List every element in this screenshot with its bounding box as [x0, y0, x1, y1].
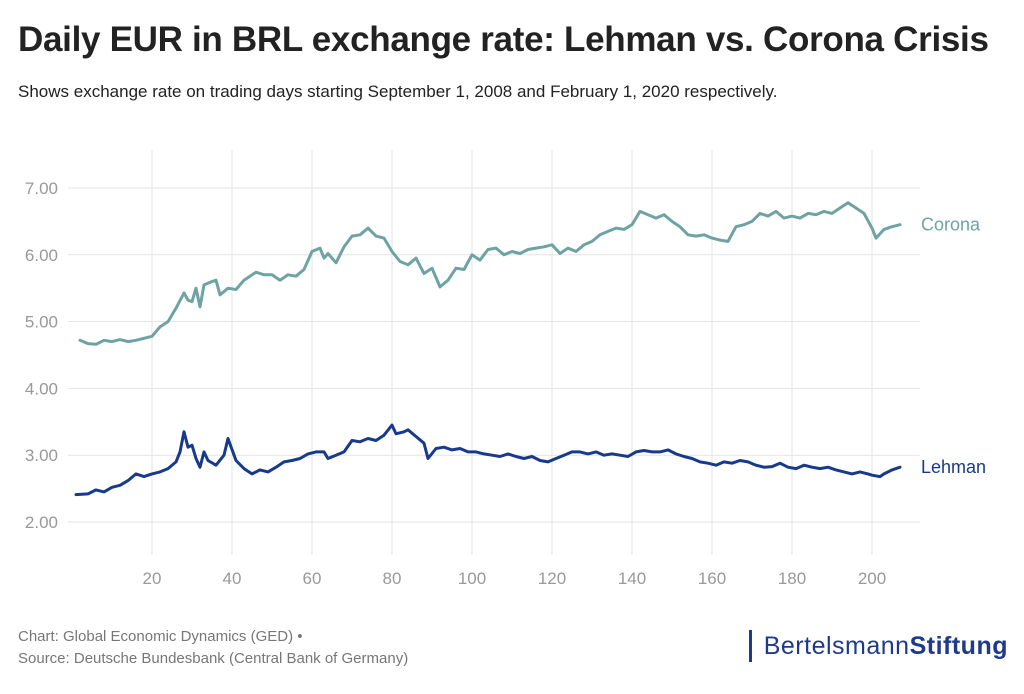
x-tick-label: 20	[143, 569, 162, 588]
y-tick-label: 7.00	[25, 179, 58, 198]
series-label-corona: Corona	[921, 215, 981, 235]
x-tick-label: 180	[778, 569, 806, 588]
y-tick-label: 3.00	[25, 446, 58, 465]
chart-footer: Chart: Global Economic Dynamics (GED) • …	[18, 626, 408, 670]
chart-title: Daily EUR in BRL exchange rate: Lehman v…	[18, 20, 989, 59]
series-line-corona	[78, 201, 902, 346]
y-tick-label: 6.00	[25, 246, 58, 265]
x-tick-label: 200	[858, 569, 886, 588]
series-labels: Corona Lehman	[921, 215, 986, 477]
axis-ticks: 2.00 3.00 4.00 5.00 6.00 7.00 20 40 60 80 100 120 14…	[25, 179, 886, 588]
footer-credit: Chart: Global Economic Dynamics (GED) •	[18, 628, 303, 645]
x-tick-label: 160	[698, 569, 726, 588]
logo-bar	[748, 630, 752, 662]
chart-subtitle: Shows exchange rate on trading days star…	[18, 82, 778, 101]
logo-text: BertelsmannStiftung	[764, 632, 1008, 661]
bertelsmann-stiftung-logo: BertelsmannStiftung	[748, 630, 1008, 662]
x-tick-label: 60	[303, 569, 322, 588]
x-tick-label: 140	[618, 569, 646, 588]
y-tick-label: 2.00	[25, 513, 58, 532]
logo-text-part2: Stiftung	[909, 631, 1008, 660]
x-tick-label: 80	[383, 569, 402, 588]
gridlines	[68, 150, 920, 555]
y-tick-label: 5.00	[25, 313, 58, 332]
series-label-lehman: Lehman	[921, 457, 986, 477]
x-tick-label: 100	[458, 569, 486, 588]
x-tick-label: 40	[223, 569, 242, 588]
footer-source: Source: Deutsche Bundesbank (Central Ban…	[18, 650, 409, 667]
x-tick-label: 120	[538, 569, 566, 588]
y-tick-label: 4.00	[25, 379, 58, 398]
series-line-lehman	[74, 423, 902, 497]
series-lines	[74, 201, 902, 497]
logo-text-part1: Bertelsmann	[763, 631, 910, 660]
